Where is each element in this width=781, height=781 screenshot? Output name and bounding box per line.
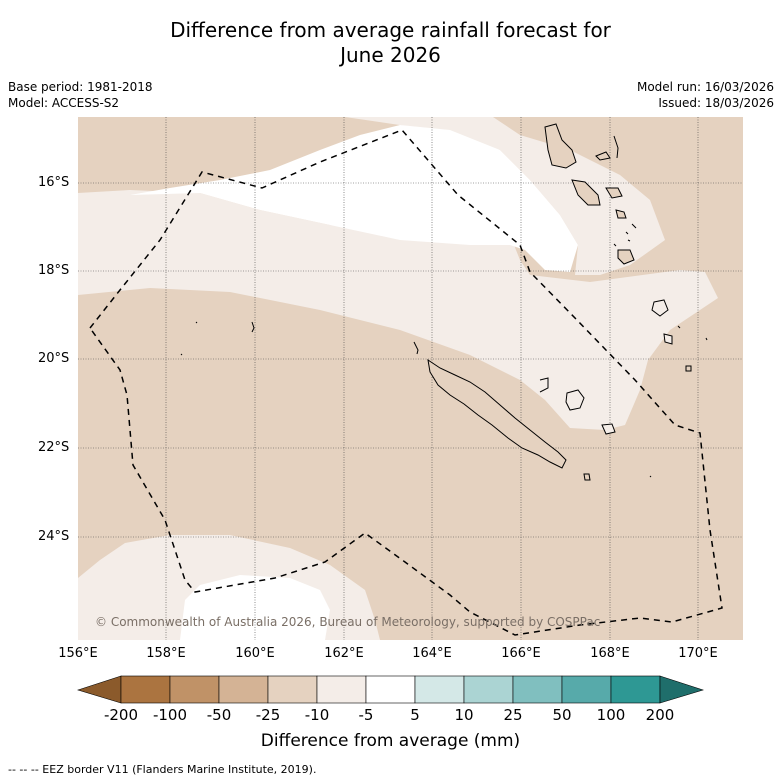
efate: [617, 249, 635, 265]
anomaly-band-neutral: [130, 125, 578, 272]
colorbar-bin-plus100: [610, 675, 661, 704]
colorbar-bin-minus10: [316, 675, 367, 704]
ile-des-pins: [583, 473, 591, 481]
tanna: [663, 333, 673, 345]
chesterfield-islands: [180, 321, 255, 356]
anomaly-band-slightly-dry: [78, 117, 718, 430]
lon-label-166e: 166°E: [501, 646, 541, 661]
malekula: [571, 179, 601, 206]
colorbar-tick: 200: [645, 706, 675, 724]
lat-label-20s: 20°S: [38, 351, 70, 366]
colorbar-tick: -5: [358, 706, 374, 724]
title-line-2: June 2026: [340, 43, 441, 67]
colorbar-tick: -50: [206, 706, 232, 724]
colorbar-bin-minus200: [120, 675, 171, 704]
colorbar-tick: 100: [596, 706, 626, 724]
colorbar-tick: -10: [304, 706, 330, 724]
right-meta: Model run: 16/03/2026 Issued: 18/03/2026: [637, 79, 774, 111]
mare: [601, 423, 616, 435]
colorbar-bin-plus5: [414, 675, 465, 704]
espiritu-santo: [544, 123, 577, 169]
colorbar-bin-minus25: [267, 675, 318, 704]
title-line-1: Difference from average rainfall forecas…: [170, 18, 611, 42]
colorbar-tick: 25: [503, 706, 523, 724]
model-run: Model run: 16/03/2026: [636, 80, 774, 94]
base-period: Base period: 1981-2018: [8, 80, 153, 94]
colorbar: [76, 675, 705, 704]
lat-label-18s: 18°S: [38, 263, 70, 278]
small-islands: [613, 223, 637, 247]
lat-label-22s: 22°S: [38, 440, 70, 455]
lon-label-170e: 170°E: [678, 646, 718, 661]
left-meta: Base period: 1981-2018 Model: ACCESS-S2: [8, 79, 153, 111]
colorbar-bin-minus5: [365, 675, 416, 704]
colorbar-low-extend: [76, 675, 122, 704]
lon-label-156e: 156°E: [58, 646, 98, 661]
belep-islands: [413, 341, 419, 355]
pentecost: [613, 135, 619, 159]
colorbar-tick: 5: [410, 706, 420, 724]
lon-label-162e: 162°E: [324, 646, 364, 661]
lon-label-164e: 164°E: [412, 646, 452, 661]
lon-label-160e: 160°E: [235, 646, 275, 661]
lifou: [565, 389, 585, 411]
colorbar-bin-minus50: [218, 675, 269, 704]
lon-label-168e: 168°E: [590, 646, 630, 661]
ambrym-epi: [605, 187, 627, 219]
colorbar-bin-plus50: [561, 675, 612, 704]
maewo-ambae: [595, 151, 611, 161]
colorbar-tick: -100: [152, 706, 188, 724]
colorbar-bin-plus25: [512, 675, 563, 704]
issued-date: Issued: 18/03/2026: [658, 96, 774, 110]
ouvea: [539, 377, 549, 393]
new-caledonia: [427, 358, 567, 469]
colorbar-tick: 10: [454, 706, 474, 724]
colorbar-high-extend: [659, 675, 705, 704]
copyright-credit: © Commonwealth of Australia 2026, Bureau…: [95, 615, 601, 629]
gridlines: [78, 117, 743, 640]
lat-label-24s: 24°S: [38, 529, 70, 544]
colorbar-tick: -25: [255, 706, 281, 724]
colorbar-bin-plus10: [463, 675, 514, 704]
colorbar-tick: -200: [103, 706, 139, 724]
model-name: Model: ACCESS-S2: [8, 96, 120, 110]
colorbar-label: Difference from average (mm): [260, 731, 521, 751]
lat-label-16s: 16°S: [38, 175, 70, 190]
eez-border: [89, 129, 723, 636]
eez-legend-note: -- -- -- EEZ border V11 (Flanders Marine…: [8, 763, 317, 776]
erromango: [651, 299, 669, 317]
colorbar-bin-minus100: [169, 675, 220, 704]
lon-label-158e: 158°E: [146, 646, 186, 661]
chart-title: Difference from average rainfall forecas…: [0, 18, 781, 68]
aneityum: [649, 325, 708, 478]
colorbar-tick: 50: [552, 706, 572, 724]
